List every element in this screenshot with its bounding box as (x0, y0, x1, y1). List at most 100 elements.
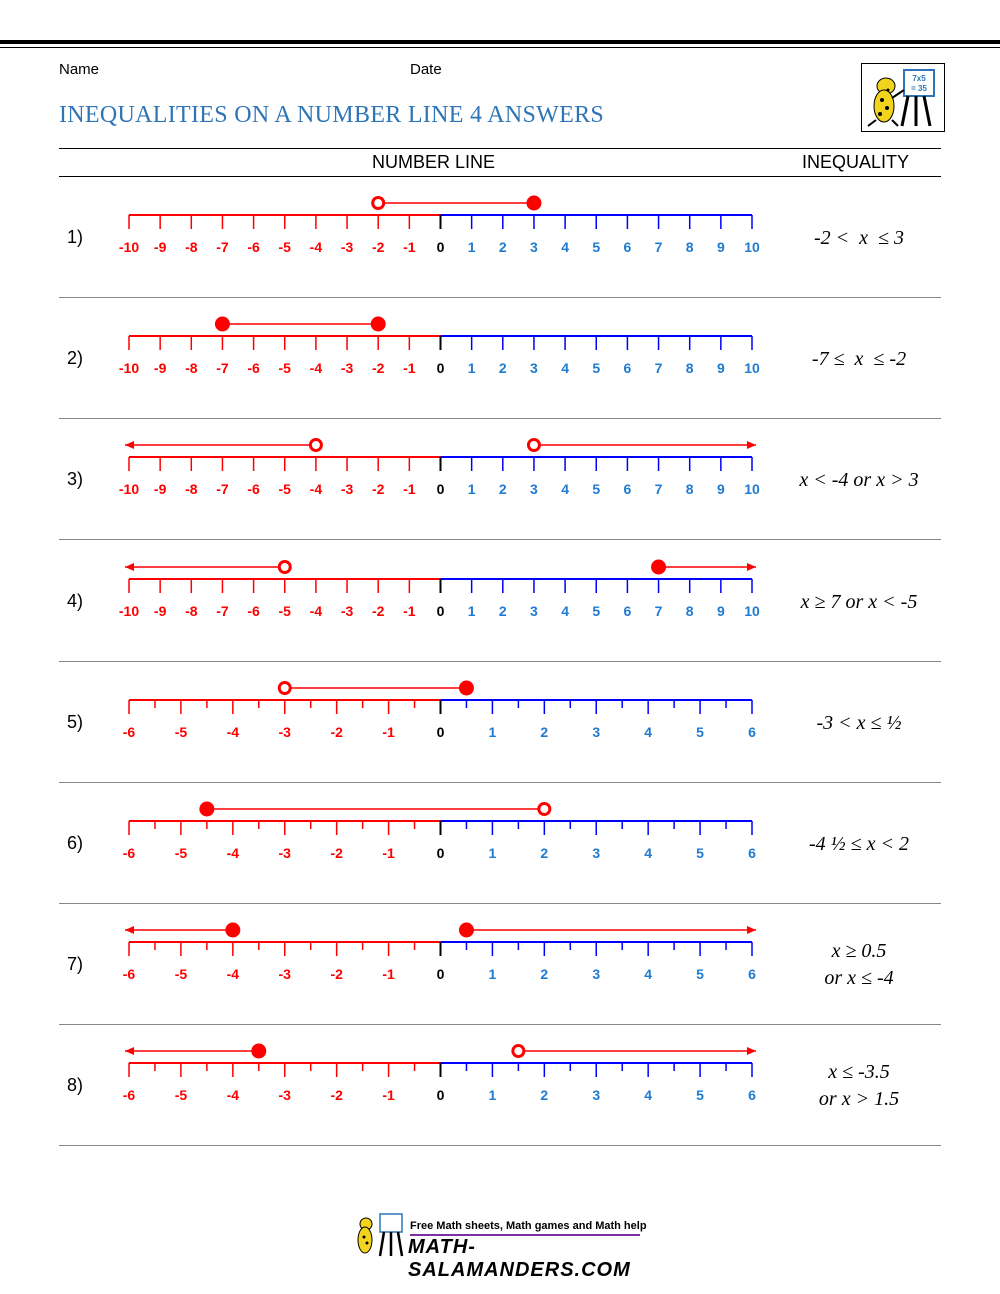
open-endpoint (308, 438, 323, 453)
inequality-line: x < -4 or x > 3 (799, 469, 919, 492)
tick-label: 5 (592, 239, 600, 255)
open-endpoint (277, 680, 292, 695)
tick-label: -6 (123, 724, 136, 740)
tick-label: 6 (748, 724, 756, 740)
number-line: -10 -9 -8 -7 -6 -5 -4 -3 -2 -1 0 1 2 3 4 5 6 7 8 9 10 (119, 438, 760, 497)
arrow-head (747, 926, 756, 935)
tick-label: -6 (123, 845, 136, 861)
tick-label: 6 (748, 966, 756, 982)
tick-label: 0 (437, 360, 445, 376)
tick-label: -9 (154, 360, 167, 376)
tick-label: -7 (216, 239, 229, 255)
tick-label: 0 (437, 603, 445, 619)
svg-text:= 35: = 35 (911, 84, 927, 93)
tick-label: 10 (744, 603, 760, 619)
tick-label: -6 (247, 239, 260, 255)
tick-label: 6 (624, 481, 632, 497)
row-divider (59, 297, 941, 298)
tick-label: 3 (530, 239, 538, 255)
footer-brand-text: MATH-SALAMANDERS.COM (408, 1236, 631, 1281)
tick-label: -6 (247, 360, 260, 376)
tick-label: 3 (530, 360, 538, 376)
tick-label: 8 (686, 481, 694, 497)
tick-label: 4 (561, 603, 569, 619)
svg-text:7x5: 7x5 (912, 74, 926, 83)
tick-label: 4 (644, 724, 652, 740)
arrow-head (125, 926, 134, 935)
tick-label: -7 (216, 360, 229, 376)
number-line: -6 -5 -4 -3 -2 -1 0 1 2 3 4 5 6 (123, 680, 756, 740)
tick-label: -2 (372, 360, 385, 376)
tick-label: 6 (624, 239, 632, 255)
tick-label: -9 (154, 603, 167, 619)
footer-branding: Free Math sheets, Math games and Math he… (350, 1210, 650, 1281)
closed-endpoint (251, 1043, 267, 1059)
tick-label: 5 (592, 481, 600, 497)
tick-label: -6 (123, 1087, 136, 1103)
arrow-head (125, 1047, 134, 1056)
closed-endpoint (458, 922, 474, 938)
tick-label: 1 (489, 845, 497, 861)
arrow-head (125, 441, 134, 450)
problem-number: 6) (67, 833, 84, 853)
tick-label: 4 (561, 239, 569, 255)
tick-label: 2 (499, 481, 507, 497)
number-line: -6 -5 -4 -3 -2 -1 0 1 2 3 4 5 6 (123, 1043, 756, 1103)
tick-label: -2 (330, 966, 343, 982)
inequality-answer: -2 < x ≤ 3 (779, 225, 939, 252)
problem-row: 3) -10 -9 -8 -7 -6 -5 -4 -3 -2 -1 0 1 2 3 4 5 6 7 8 9 10 x < -… (59, 419, 941, 541)
tick-label: -4 (227, 845, 240, 861)
tick-label: 0 (437, 966, 445, 982)
tick-label: -4 (310, 603, 323, 619)
tick-label: -3 (341, 603, 354, 619)
tick-label: -9 (154, 481, 167, 497)
tick-label: 6 (624, 603, 632, 619)
tick-label: -4 (310, 239, 323, 255)
row-divider (59, 781, 941, 783)
tick-label: -8 (185, 239, 198, 255)
tick-label: -5 (175, 1087, 188, 1103)
problem-number: 3) (67, 469, 84, 490)
number-line: -10 -9 -8 -7 -6 -5 -4 -3 -2 -1 0 1 2 3 4 5 6 7 8 9 10 (119, 559, 760, 619)
row-divider (59, 539, 941, 541)
tick-label: -3 (279, 966, 292, 982)
open-endpoint (511, 1044, 526, 1059)
closed-endpoint (458, 680, 474, 696)
tick-label: 9 (717, 239, 725, 255)
tick-label: -3 (341, 239, 354, 255)
closed-endpoint (651, 559, 667, 575)
row-divider (59, 660, 941, 662)
inequality-answer: x ≤ -3.5 or x > 1.5 (779, 1059, 939, 1113)
inequality-answer: x < -4 or x > 3 (779, 467, 939, 494)
arrow-head (747, 562, 756, 571)
tick-label: -2 (330, 1087, 343, 1103)
inequality-line: or x ≤ -4 (824, 967, 894, 990)
problem-row: 6) -6 -5 -4 -3 -2 -1 0 1 2 3 4 5 6 -4 ½ ≤ x < 2 (59, 783, 941, 904)
closed-endpoint (526, 195, 542, 211)
problem-row: 5) -6 -5 -4 -3 -2 -1 0 1 2 3 4 5 6 -3 < x ≤ ½ (59, 662, 941, 783)
inequality-answer: -4 ½ ≤ x < 2 (779, 831, 939, 858)
tick-label: -3 (341, 481, 354, 497)
tick-label: 5 (696, 724, 704, 740)
tick-label: -8 (185, 481, 198, 497)
inequality-line: -7 ≤ x ≤ -2 (811, 348, 907, 371)
problem-number: 5) (67, 711, 84, 732)
footer-salamander-icon (357, 1213, 404, 1257)
tick-label: 5 (696, 1087, 704, 1103)
open-endpoint (277, 559, 292, 574)
arrow-head (747, 441, 756, 450)
top-rule-thick (0, 40, 1000, 44)
tick-label: -5 (279, 481, 292, 497)
tick-label: 1 (468, 239, 476, 255)
footer-tagline: Free Math sheets, Math games and Math he… (410, 1220, 647, 1232)
number-line-column-header: NUMBER LINE (372, 152, 496, 172)
page-title: INEQUALITIES ON A NUMBER LINE 4 ANSWERS (59, 102, 605, 128)
tick-label: 1 (468, 603, 476, 619)
inequality-column-header: INEQUALITY (802, 152, 910, 172)
tick-label: 3 (592, 966, 600, 982)
tick-label: 3 (592, 724, 600, 740)
arrow-head (747, 1047, 756, 1056)
inequality-line: x ≤ -3.5 (828, 1061, 890, 1084)
tick-label: -6 (247, 603, 260, 619)
tick-label: 9 (717, 603, 725, 619)
